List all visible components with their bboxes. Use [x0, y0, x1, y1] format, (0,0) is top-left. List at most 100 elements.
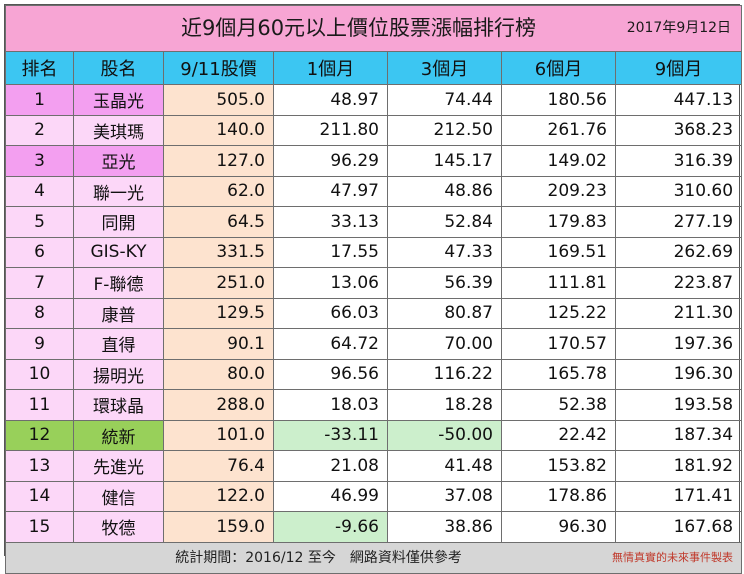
footer-cell: 統計期間：2016/12 至今 網路資料僅供參考 無情真實的未來事件製表 — [4, 541, 743, 574]
cell-name: 亞光 — [73, 145, 164, 177]
cell-m9: 316.39 — [614, 145, 743, 177]
cell-m3: 41.48 — [387, 450, 502, 482]
cell-name: 牧德 — [73, 511, 164, 543]
cell-m1: 48.97 — [273, 84, 388, 116]
cell-m1: 64.72 — [273, 328, 388, 360]
cell-m9: 262.69 — [614, 236, 743, 268]
cell-m6: 96.30 — [501, 511, 616, 543]
cell-m9: 277.19 — [614, 206, 743, 238]
cell-price: 80.0 — [163, 358, 274, 390]
table-row: 11 環球晶 288.0 18.03 18.28 52.38 193.58 — [5, 389, 743, 421]
cell-price: 127.0 — [163, 145, 274, 177]
cell-m1: 33.13 — [273, 206, 388, 238]
cell-m6: 165.78 — [501, 358, 616, 390]
cell-m9: 196.30 — [614, 358, 743, 390]
cell-name: 環球晶 — [73, 389, 164, 421]
cell-rank: 14 — [5, 480, 74, 512]
cell-m1: 211.80 — [273, 114, 388, 146]
cell-rank: 15 — [5, 511, 74, 543]
cell-m1: 13.06 — [273, 267, 388, 299]
column-header-name: 股名 — [73, 51, 164, 85]
cell-m9: 447.13 — [614, 84, 743, 116]
cell-m6: 180.56 — [501, 84, 616, 116]
cell-m3: 37.08 — [387, 480, 502, 512]
cell-m9: 193.58 — [614, 389, 743, 421]
cell-price: 251.0 — [163, 267, 274, 299]
cell-m6: 178.86 — [501, 480, 616, 512]
cell-m3: 74.44 — [387, 84, 502, 116]
title-cell: 近9個月60元以上價位股票漲幅排行榜 2017年9月12日 — [4, 5, 743, 52]
cell-m3: 52.84 — [387, 206, 502, 238]
cell-m1: 66.03 — [273, 297, 388, 329]
cell-m3: 48.86 — [387, 175, 502, 207]
cell-name: 康普 — [73, 297, 164, 329]
table-row: 8 康普 129.5 66.03 80.87 125.22 211.30 — [5, 297, 743, 329]
cell-price: 101.0 — [163, 419, 274, 451]
cell-price: 288.0 — [163, 389, 274, 421]
ranking-table: 近9個月60元以上價位股票漲幅排行榜 2017年9月12日 排名 股名 9/11… — [4, 5, 743, 574]
cell-rank: 6 — [5, 236, 74, 268]
cell-m3: 145.17 — [387, 145, 502, 177]
table-row: 3 亞光 127.0 96.29 145.17 149.02 316.39 — [5, 145, 743, 177]
cell-m9: 171.41 — [614, 480, 743, 512]
cell-price: 331.5 — [163, 236, 274, 268]
column-header-9-month: 9個月 — [614, 51, 743, 85]
cell-m9: 223.87 — [614, 267, 743, 299]
cell-m9: 368.23 — [614, 114, 743, 146]
cell-m6: 153.82 — [501, 450, 616, 482]
cell-name: 直得 — [73, 328, 164, 360]
cell-name: 同開 — [73, 206, 164, 238]
cell-name: 先進光 — [73, 450, 164, 482]
column-header-price: 9/11股價 — [163, 51, 274, 85]
cell-m3: 116.22 — [387, 358, 502, 390]
cell-name: GIS-KY — [73, 236, 164, 268]
cell-m6: 22.42 — [501, 419, 616, 451]
cell-price: 505.0 — [163, 84, 274, 116]
cell-m3: 80.87 — [387, 297, 502, 329]
cell-rank: 7 — [5, 267, 74, 299]
cell-name: 美琪瑪 — [73, 114, 164, 146]
table-row: 4 聯一光 62.0 47.97 48.86 209.23 310.60 — [5, 175, 743, 207]
cell-m6: 209.23 — [501, 175, 616, 207]
title-row: 近9個月60元以上價位股票漲幅排行榜 2017年9月12日 — [4, 5, 743, 52]
cell-m9: 181.92 — [614, 450, 743, 482]
cell-rank: 4 — [5, 175, 74, 207]
cell-m3: 18.28 — [387, 389, 502, 421]
cell-m1: 18.03 — [273, 389, 388, 421]
cell-rank: 11 — [5, 389, 74, 421]
cell-m6: 261.76 — [501, 114, 616, 146]
cell-m6: 52.38 — [501, 389, 616, 421]
cell-m1: -33.11 — [273, 419, 388, 451]
ranking-table-frame: 近9個月60元以上價位股票漲幅排行榜 2017年9月12日 排名 股名 9/11… — [4, 4, 743, 574]
cell-name: 聯一光 — [73, 175, 164, 207]
cell-m1: 17.55 — [273, 236, 388, 268]
cell-rank: 8 — [5, 297, 74, 329]
footer-row: 統計期間：2016/12 至今 網路資料僅供參考 無情真實的未來事件製表 — [4, 541, 743, 574]
column-header-1-month: 1個月 — [273, 51, 388, 85]
cell-m1: 96.56 — [273, 358, 388, 390]
cell-m9: 211.30 — [614, 297, 743, 329]
cell-m9: 197.36 — [614, 328, 743, 360]
cell-m1: -9.66 — [273, 511, 388, 543]
cell-m6: 169.51 — [501, 236, 616, 268]
cell-rank: 9 — [5, 328, 74, 360]
table-row: 6 GIS-KY 331.5 17.55 47.33 169.51 262.69 — [5, 236, 743, 268]
cell-rank: 5 — [5, 206, 74, 238]
cell-rank: 13 — [5, 450, 74, 482]
report-date: 2017年9月12日 — [626, 20, 732, 36]
page-title: 近9個月60元以上價位股票漲幅排行榜 — [180, 16, 537, 40]
cell-m3: 56.39 — [387, 267, 502, 299]
cell-price: 90.1 — [163, 328, 274, 360]
table-row: 15 牧德 159.0 -9.66 38.86 96.30 167.68 — [5, 511, 743, 543]
cell-m3: 38.86 — [387, 511, 502, 543]
cell-m3: 70.00 — [387, 328, 502, 360]
cell-m9: 310.60 — [614, 175, 743, 207]
cell-price: 62.0 — [163, 175, 274, 207]
cell-rank: 1 — [5, 84, 74, 116]
cell-m1: 21.08 — [273, 450, 388, 482]
cell-price: 129.5 — [163, 297, 274, 329]
column-header-3-month: 3個月 — [387, 51, 502, 85]
cell-m6: 111.81 — [501, 267, 616, 299]
cell-m6: 125.22 — [501, 297, 616, 329]
table-row: 12 統新 101.0 -33.11 -50.00 22.42 187.34 — [5, 419, 743, 451]
